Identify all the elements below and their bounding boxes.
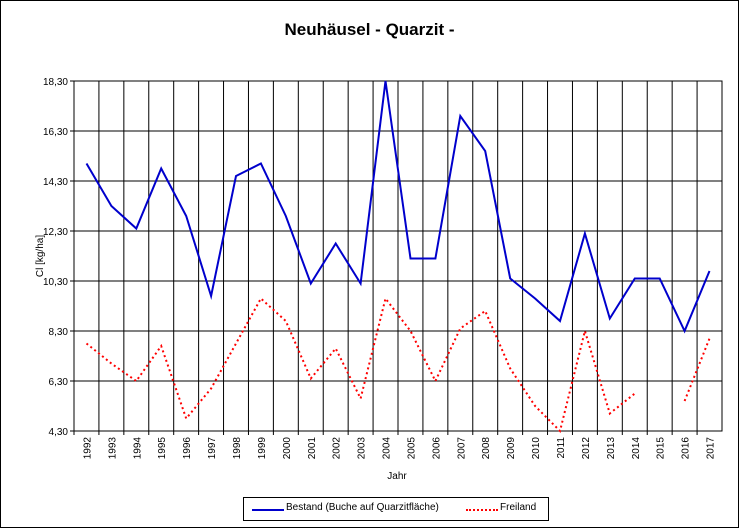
y-tick-label: 14,30: [43, 177, 68, 188]
x-tick-label: 2017: [706, 437, 717, 460]
x-tick-label: 2001: [307, 437, 318, 460]
x-tick-label: 1999: [257, 437, 268, 460]
x-tick-label: 2003: [357, 437, 368, 460]
y-tick-label: 16,30: [43, 127, 68, 138]
x-tick-label: 2008: [481, 437, 492, 460]
series-line-bestand: [85, 80, 711, 334]
legend-label-freiland: Freiland: [500, 502, 537, 513]
x-tick-label: 2004: [382, 437, 393, 460]
legend: Bestand (Buche auf Quarzitfläche) Freila…: [243, 497, 549, 521]
x-tick-label: 1993: [107, 437, 118, 460]
x-tick-label: 2015: [656, 437, 667, 460]
x-tick-label: 2000: [282, 437, 293, 460]
y-tick-label: 4,30: [49, 427, 69, 438]
x-tick-label: 2002: [332, 437, 343, 460]
y-tick-label: 8,30: [49, 327, 69, 338]
x-tick-labels: 1992 1993 1994 1995 1996 1997 1998 1999 2000 2001…: [73, 431, 717, 460]
x-tick-label: 1995: [157, 437, 168, 460]
x-tick-label: 1997: [207, 437, 218, 460]
x-axis-label: Jahr: [387, 471, 407, 482]
y-tick-label: 6,30: [49, 377, 69, 388]
y-tick-label: 18,30: [43, 77, 68, 88]
x-tick-label: 1992: [82, 437, 93, 460]
x-tick-label: 1996: [182, 437, 193, 460]
x-tick-label: 2012: [581, 437, 592, 460]
x-tick-label: 2006: [431, 437, 442, 460]
x-tick-label: 2010: [531, 437, 542, 460]
y-tick-label: 12,30: [43, 227, 68, 238]
x-tick-label: 1998: [232, 437, 243, 460]
chart-title: Neuhäusel - Quarzit -: [284, 20, 455, 39]
x-tick-label: 2005: [406, 437, 417, 460]
grid-lines: [74, 81, 722, 431]
x-tick-label: 1994: [132, 437, 143, 460]
y-tick-labels: 4,30 6,30 8,30 10,30 12,30 14,30 16,30 18,30: [43, 77, 74, 438]
series-lines: [85, 80, 711, 433]
x-tick-label: 2014: [631, 437, 642, 460]
y-axis-label: Cl [kg/ha]: [35, 235, 46, 277]
x-tick-label: 2007: [456, 437, 467, 460]
series-line-freiland: [85, 296, 636, 433]
x-tick-label: 2009: [506, 437, 517, 460]
x-tick-label: 2013: [606, 437, 617, 460]
x-tick-label: 2016: [681, 437, 692, 460]
x-tick-label: 2011: [556, 437, 567, 459]
legend-swatch-bestand: [252, 509, 284, 511]
legend-swatch-freiland: [466, 509, 498, 511]
series-line-freiland: [683, 338, 711, 402]
y-tick-label: 10,30: [43, 277, 68, 288]
legend-label-bestand: Bestand (Buche auf Quarzitfläche): [286, 502, 439, 513]
